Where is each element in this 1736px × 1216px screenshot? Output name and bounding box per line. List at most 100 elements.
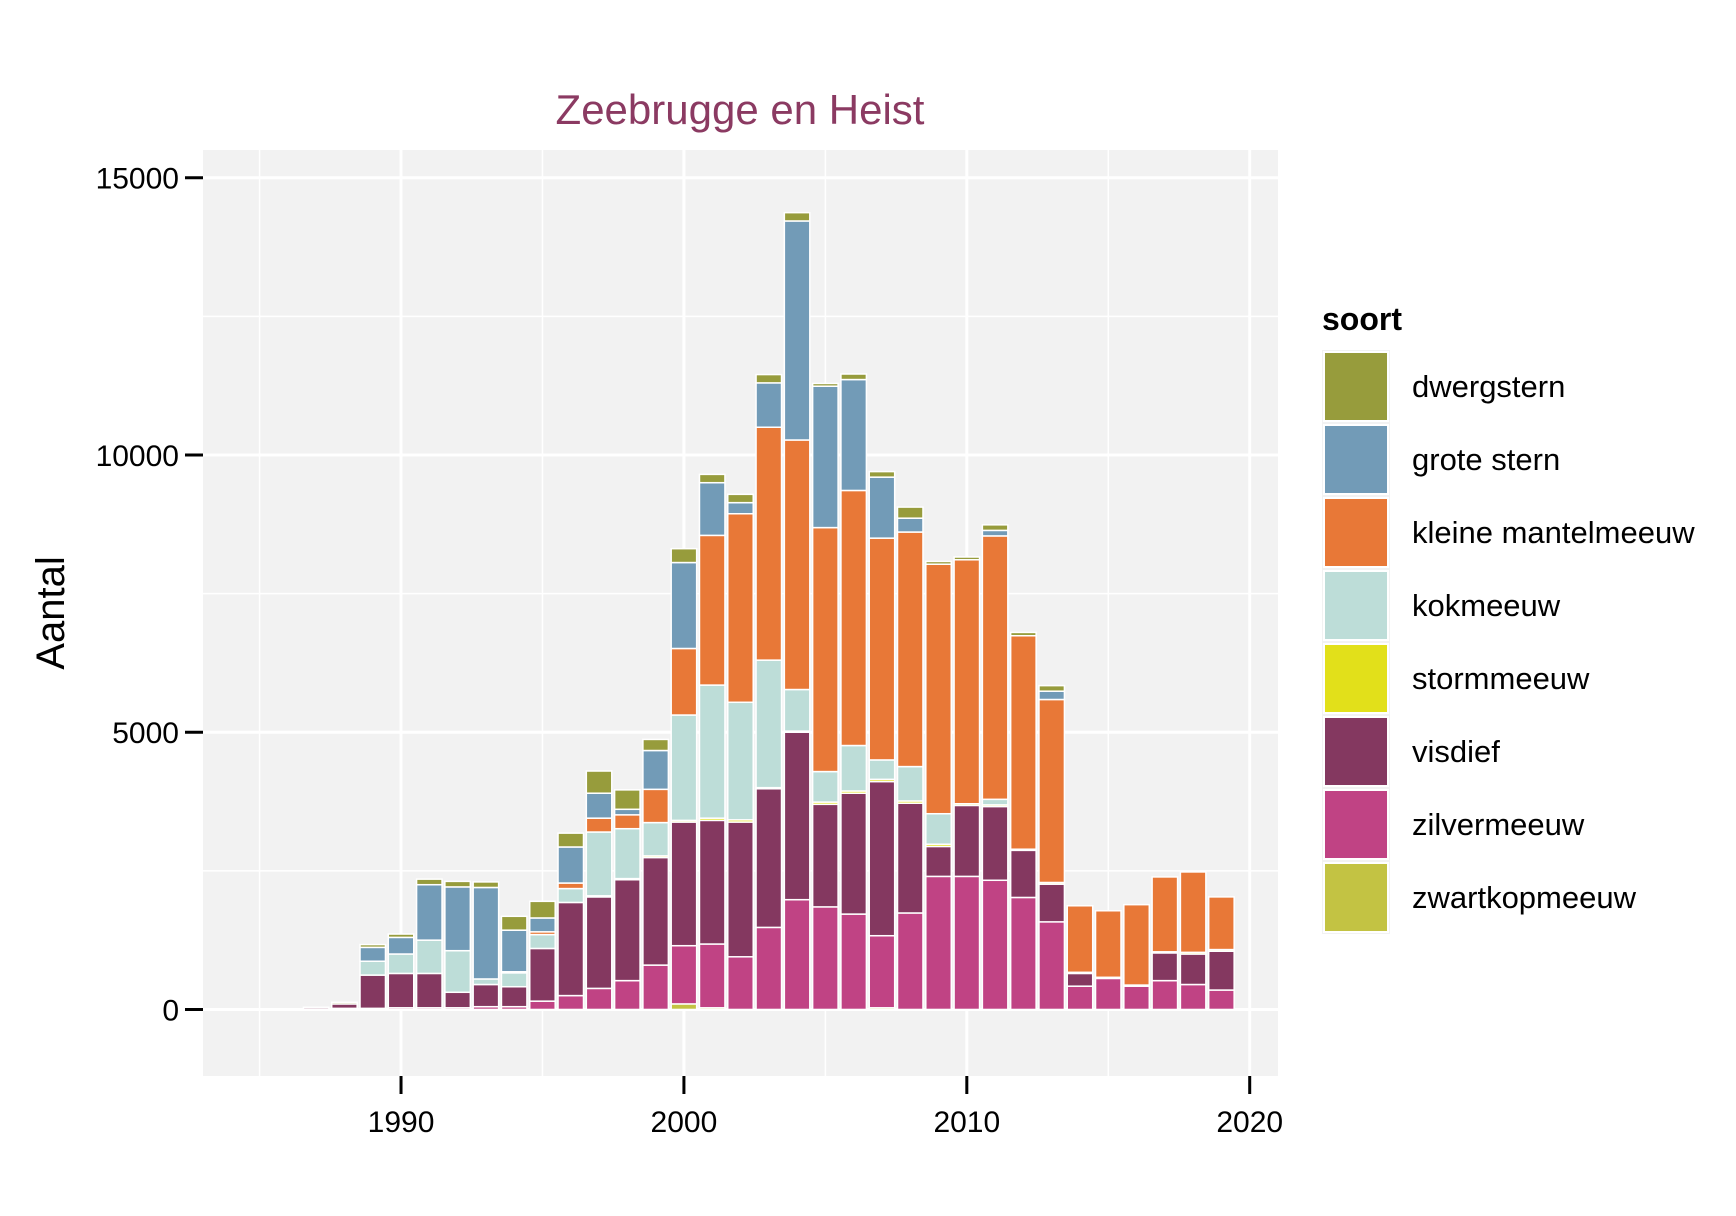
bar-segment bbox=[925, 563, 953, 815]
bar-segment bbox=[981, 524, 1009, 532]
bar-segment bbox=[670, 647, 698, 716]
y-tick-label: 0 bbox=[162, 994, 179, 1027]
bar-segment bbox=[981, 805, 1009, 882]
bar-segment bbox=[1179, 871, 1207, 954]
bar-segment bbox=[755, 659, 783, 789]
bar-segment bbox=[585, 817, 613, 833]
bar-segment bbox=[528, 900, 556, 919]
bar-segment bbox=[811, 382, 839, 387]
bar-segment bbox=[1207, 896, 1235, 951]
legend-label: zwartkopmeeuw bbox=[1412, 880, 1637, 915]
bar-segment bbox=[925, 560, 953, 565]
bar-segment bbox=[896, 506, 924, 519]
legend-label: grote stern bbox=[1412, 442, 1560, 477]
bar-segment bbox=[1066, 972, 1094, 987]
legend-label: zilvermeeuw bbox=[1412, 807, 1585, 842]
bar-segment bbox=[557, 901, 585, 997]
bar-segment bbox=[642, 856, 670, 966]
legend-swatch bbox=[1323, 789, 1389, 860]
bar-segment bbox=[1151, 979, 1179, 1011]
bar-segment bbox=[1094, 910, 1122, 979]
bar-segment bbox=[698, 943, 726, 1009]
legend-swatch bbox=[1323, 643, 1389, 714]
bar-segment bbox=[811, 906, 839, 1011]
bar-segment bbox=[557, 887, 585, 904]
bar-segment bbox=[557, 882, 585, 890]
bar-segment bbox=[1123, 903, 1151, 986]
legend-swatch bbox=[1323, 570, 1389, 641]
bar-segment bbox=[1179, 953, 1207, 986]
bar-segment bbox=[642, 749, 670, 791]
bar-segment bbox=[698, 819, 726, 945]
bar-segment bbox=[868, 470, 896, 478]
bar-segment bbox=[953, 559, 981, 805]
bar-segment bbox=[925, 845, 953, 878]
bar-segment bbox=[840, 378, 868, 492]
bar-segment bbox=[670, 944, 698, 1005]
x-tick-label: 2000 bbox=[651, 1106, 718, 1139]
bar-segment bbox=[896, 912, 924, 1011]
bar-segment bbox=[698, 534, 726, 686]
bar-segment bbox=[415, 939, 443, 975]
bar-segment bbox=[359, 960, 387, 976]
bar-segment bbox=[953, 875, 981, 1011]
bar-segment bbox=[1207, 989, 1235, 1011]
bar-segment bbox=[868, 537, 896, 761]
bar-segment bbox=[1066, 985, 1094, 1011]
bar-segment bbox=[1094, 977, 1122, 1011]
bar-segment bbox=[613, 878, 641, 982]
bar-segment bbox=[557, 994, 585, 1011]
bar-segment bbox=[1038, 690, 1066, 701]
legend-swatch bbox=[1323, 497, 1389, 568]
bar-segment bbox=[1151, 876, 1179, 953]
bar-segment bbox=[670, 561, 698, 650]
bar-segment bbox=[528, 933, 556, 950]
bar-segment bbox=[698, 481, 726, 537]
bar-segment bbox=[359, 943, 387, 949]
bars-group bbox=[302, 211, 1235, 1011]
bar-segment bbox=[387, 933, 415, 939]
bar-segment bbox=[472, 881, 500, 889]
bar-segment bbox=[585, 792, 613, 819]
bar-segment bbox=[557, 832, 585, 848]
bar-segment bbox=[727, 821, 754, 958]
bar-segment bbox=[444, 949, 472, 994]
bar-segment bbox=[783, 688, 811, 732]
legend-label: kokmeeuw bbox=[1412, 588, 1561, 623]
bar-segment bbox=[613, 814, 641, 830]
x-tick-label: 1990 bbox=[368, 1106, 435, 1139]
bar-segment bbox=[585, 896, 613, 990]
bar-segment bbox=[670, 714, 698, 822]
bar-segment bbox=[1009, 634, 1037, 850]
legend-label: visdief bbox=[1412, 734, 1500, 769]
chart-title: Zeebrugge en Heist bbox=[556, 86, 925, 133]
bar-segment bbox=[387, 936, 415, 955]
bar-segment bbox=[642, 738, 670, 752]
bar-segment bbox=[415, 878, 443, 886]
axes-group: 0 5000 10000 15000 1990 2000 2010 2020 bbox=[96, 163, 1284, 1139]
legend-title: soort bbox=[1322, 301, 1402, 337]
bar-segment bbox=[330, 1001, 358, 1005]
bar-segment bbox=[727, 956, 754, 1011]
bar-segment bbox=[981, 879, 1009, 1011]
bar-segment bbox=[528, 917, 556, 933]
legend-label: dwergstern bbox=[1412, 369, 1565, 404]
bar-segment bbox=[670, 547, 698, 564]
bar-segment bbox=[1009, 849, 1037, 899]
bar-segment bbox=[896, 531, 924, 768]
bar-segment bbox=[1009, 631, 1037, 637]
bar-segment bbox=[1038, 883, 1066, 923]
bar-segment bbox=[613, 808, 641, 816]
bar-segment bbox=[1179, 983, 1207, 1011]
bar-segment bbox=[387, 972, 415, 1009]
bar-segment bbox=[727, 493, 754, 504]
bar-segment bbox=[755, 373, 783, 384]
bar-segment bbox=[613, 827, 641, 880]
bar-segment bbox=[868, 780, 896, 937]
bar-segment bbox=[1038, 921, 1066, 1011]
bar-segment bbox=[585, 987, 613, 1011]
bar-segment bbox=[500, 985, 528, 1008]
legend-label: stormmeeuw bbox=[1412, 661, 1590, 696]
